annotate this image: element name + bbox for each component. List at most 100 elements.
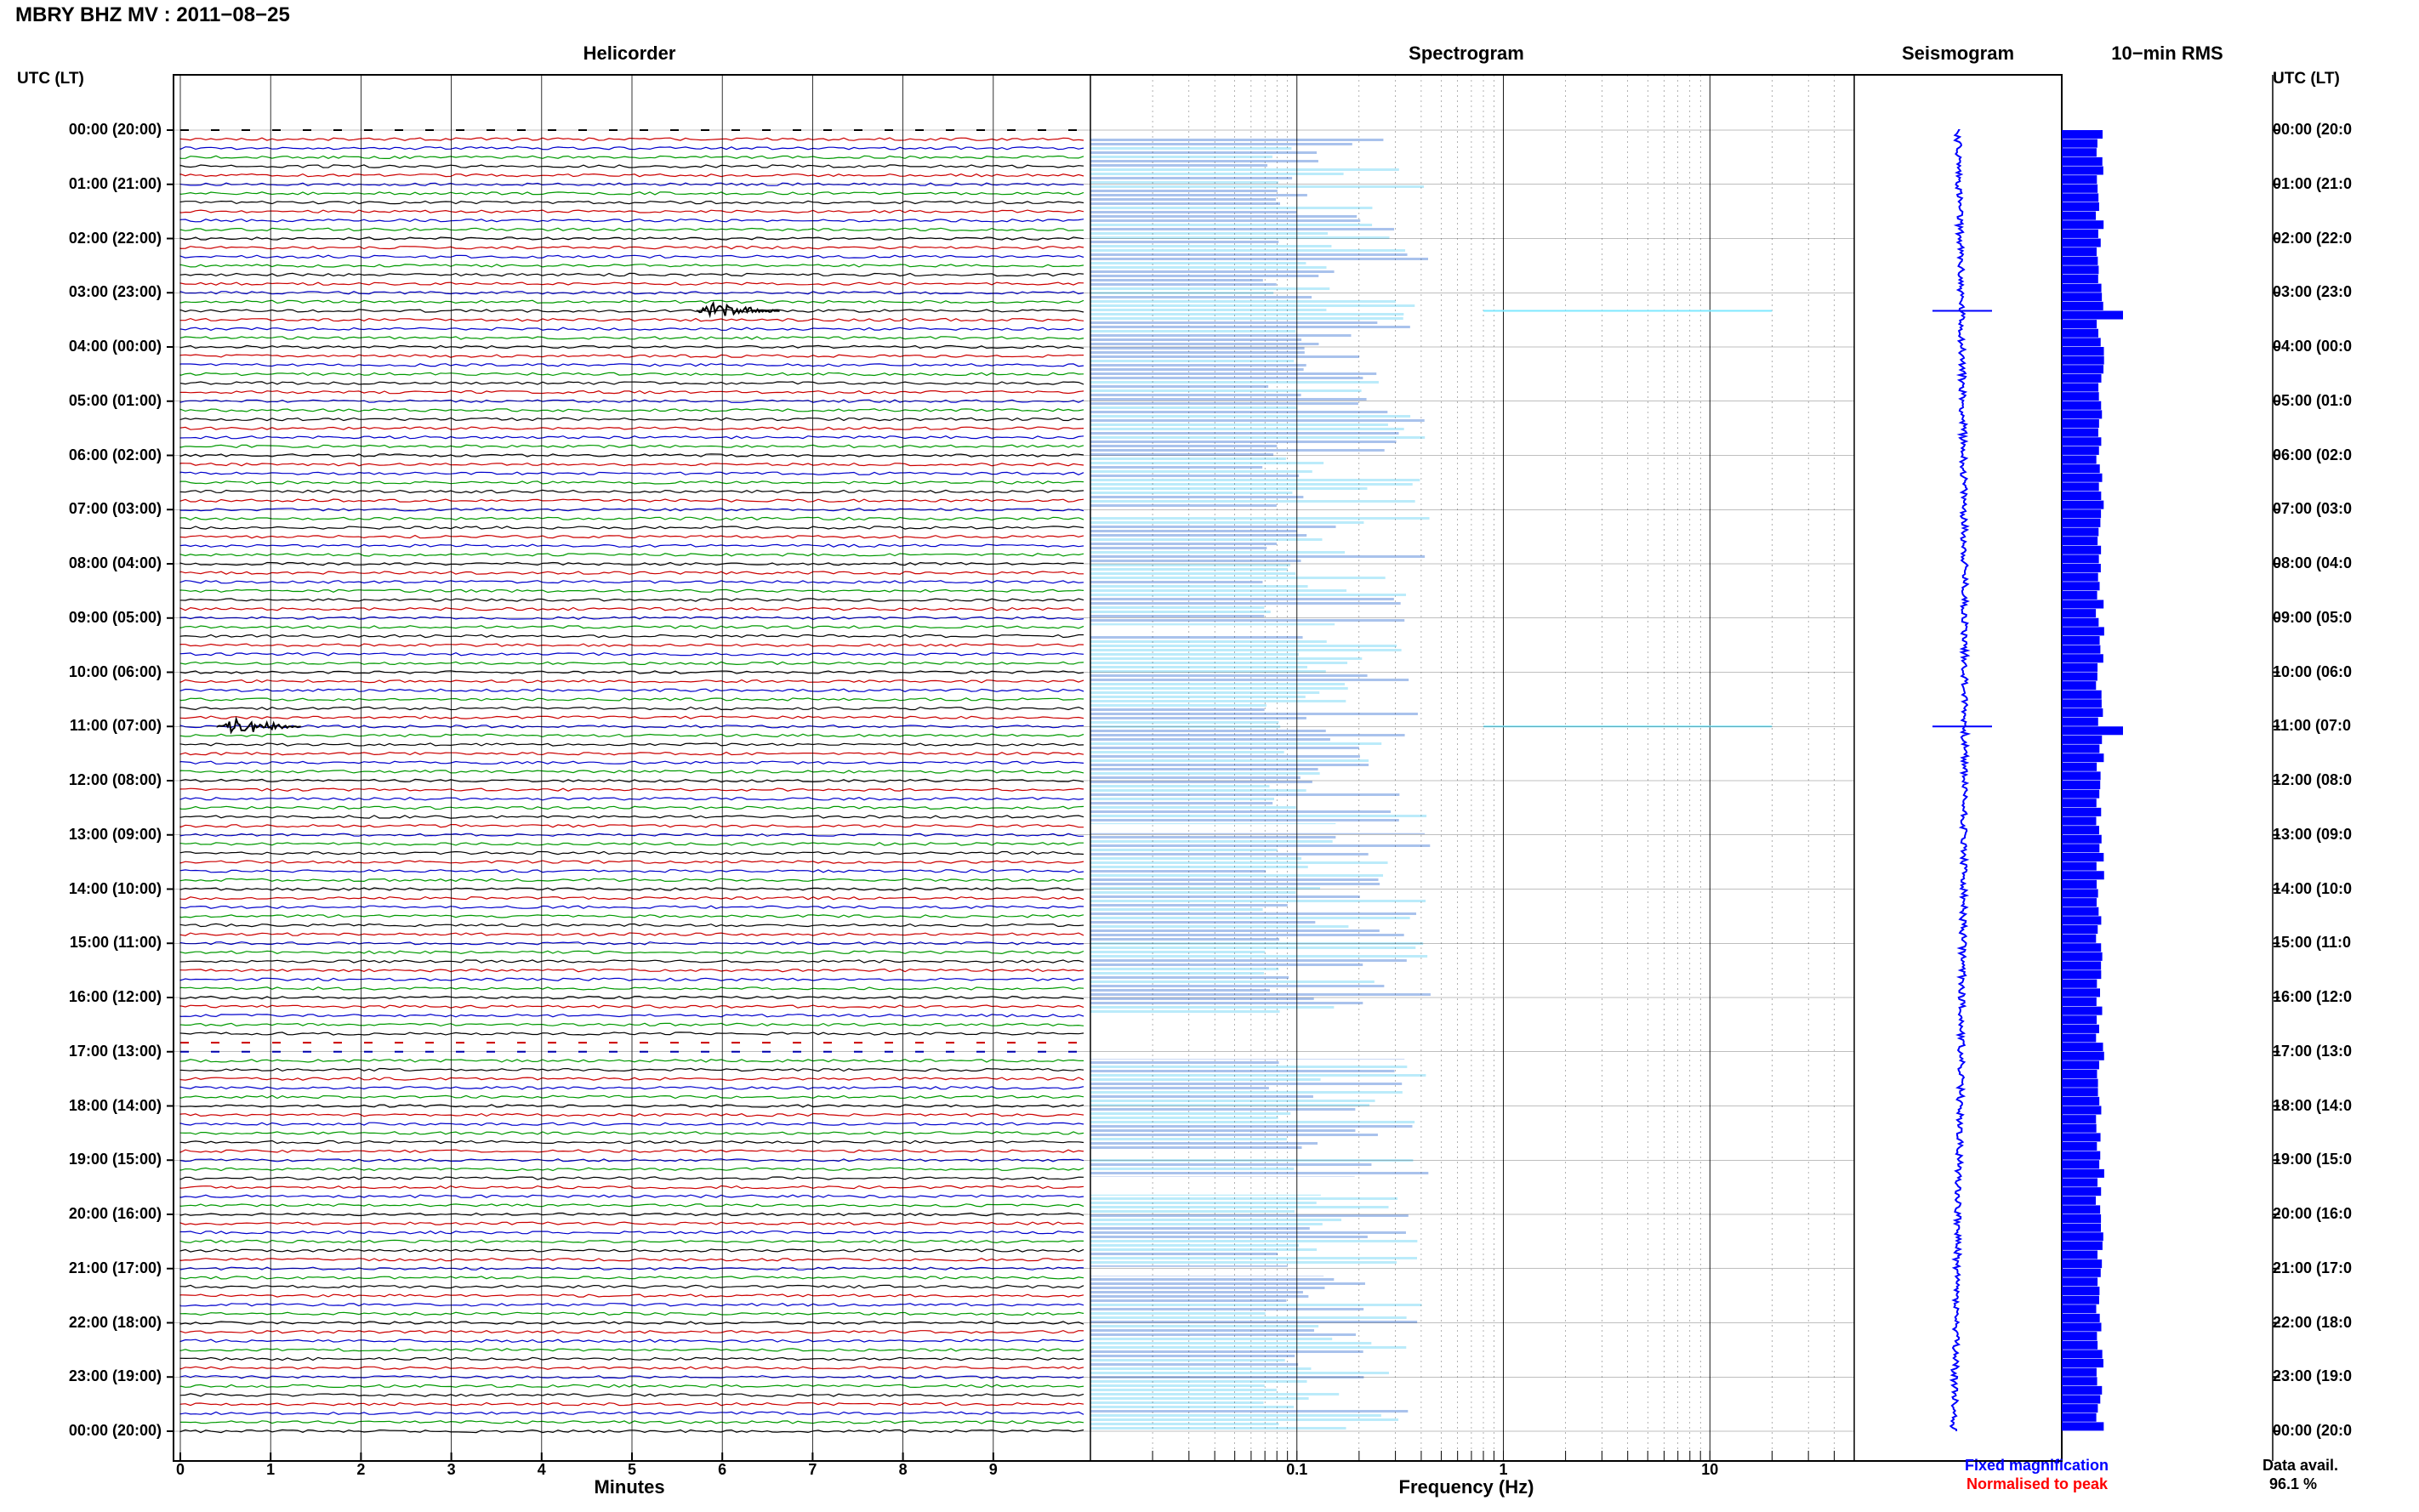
spectrogram-row (1090, 526, 1336, 528)
spectrogram-row (1090, 402, 1358, 405)
rms-bar (2062, 744, 2100, 753)
helicorder-trace (179, 634, 1084, 639)
rms-bar (2062, 735, 2103, 744)
time-label-left: 02:00 (22:00) (68, 229, 162, 247)
time-label-left: 08:00 (04:00) (68, 554, 162, 571)
spectrogram-row (1090, 194, 1307, 196)
rms-bar (2062, 1377, 2097, 1386)
time-label-right: 20:00 (16:0 (2273, 1205, 2353, 1222)
helicorder-x-tick: 4 (537, 1461, 546, 1478)
spectrogram-row (1090, 623, 1335, 626)
rms-bar (2062, 283, 2102, 293)
spectrogram-row (1090, 309, 1327, 311)
time-label-left: 03:00 (23:00) (68, 283, 162, 301)
rms-bar (2062, 184, 2098, 193)
rms-bar (2062, 1395, 2101, 1404)
helicorder-trace (179, 1086, 1084, 1090)
seismic-event-trace (696, 300, 780, 319)
spectrogram-row (1090, 934, 1404, 936)
spectrogram-row (1090, 1389, 1277, 1391)
rms-bar (2062, 473, 2103, 482)
rms-bar (2062, 590, 2097, 600)
rms-bar (2062, 1060, 2099, 1070)
helicorder-trace (179, 1276, 1084, 1280)
rms-bar (2062, 861, 2097, 871)
rms-bar (2062, 545, 2102, 554)
spectrogram-row (1090, 819, 1399, 821)
helicorder-trace (179, 860, 1084, 864)
spectrogram-row (1090, 1104, 1370, 1106)
helicorder-trace (179, 200, 1084, 205)
spectrogram-row (1090, 1095, 1313, 1098)
rms-bar (2062, 1096, 2100, 1106)
spectrogram-row (1090, 241, 1279, 243)
helicorder-trace (179, 1231, 1084, 1235)
spectrogram-row (1090, 674, 1368, 677)
time-label-left: 23:00 (19:00) (68, 1367, 162, 1385)
spectrogram-row (1090, 887, 1320, 890)
helicorder-trace (179, 1077, 1084, 1081)
spectrogram-row (1090, 1295, 1309, 1298)
helicorder-trace (179, 1014, 1084, 1018)
helicorder-trace (179, 625, 1084, 629)
rms-bar (2062, 229, 2098, 238)
time-label-right: 00:00 (20:0 (2273, 1422, 2353, 1439)
spectrogram-row (1090, 202, 1280, 205)
rms-bar (2062, 500, 2104, 509)
rms-bar (2062, 310, 2123, 320)
spectrogram-row (1090, 1384, 1265, 1387)
helicorder-trace (179, 227, 1084, 232)
spectrogram-row (1090, 1129, 1356, 1132)
rms-bar (2062, 961, 2102, 970)
rms-bar (2062, 238, 2101, 247)
spectrogram-row (1090, 1210, 1295, 1213)
spectrogram-row (1090, 708, 1265, 711)
time-label-left: 20:00 (16:00) (68, 1205, 162, 1222)
spectrogram-row (1090, 1401, 1264, 1404)
spectrogram-row (1090, 1117, 1278, 1119)
spectrogram-row (1090, 449, 1385, 452)
helicorder-trace (179, 1112, 1084, 1117)
rms-bar (2062, 871, 2104, 880)
helicorder-trace (179, 272, 1084, 277)
spectrogram-row (1090, 458, 1286, 460)
spectrogram-row (1090, 806, 1296, 809)
helicorder-trace (179, 489, 1084, 494)
helicorder-trace (179, 571, 1084, 575)
rms-bar (2062, 617, 2099, 627)
helicorder-trace (179, 1176, 1084, 1180)
spectrogram-row (1090, 185, 1425, 188)
spectrogram-row (1090, 534, 1307, 537)
rms-bar (2062, 708, 2103, 718)
spectrogram-row (1090, 406, 1298, 409)
spectrogram-row (1090, 1265, 1288, 1268)
rms-bar (2062, 889, 2098, 898)
rms-bar (2062, 979, 2097, 988)
rms-bar (2062, 338, 2101, 347)
spectrogram-x-label: Frequency (Hz) (1398, 1476, 1534, 1498)
time-label-left: 14:00 (10:00) (68, 879, 162, 897)
spectrogram-row (1090, 968, 1279, 970)
helicorder-trace (179, 643, 1084, 647)
rms-bar (2062, 419, 2099, 429)
spectrogram-row (1090, 551, 1346, 554)
spectrogram-row (1090, 139, 1384, 141)
time-label-right: 11:00 (07:0 (2273, 717, 2352, 735)
rms-bar (2062, 636, 2100, 645)
spectrogram-row (1090, 594, 1407, 596)
rms-bar (2062, 1070, 2097, 1079)
spectrogram-row (1090, 1282, 1365, 1285)
spectrogram-row (1090, 317, 1403, 320)
spectrogram-row (1090, 368, 1304, 371)
spectrogram-row (1090, 772, 1320, 775)
spectrogram-row (1090, 496, 1304, 498)
legend-normalised-to-peak: Normalised to peak (1967, 1475, 2109, 1492)
spectrogram-row (1090, 1091, 1403, 1094)
spectrogram-row (1090, 921, 1316, 924)
helicorder-trace (179, 553, 1084, 557)
rms-bar (2062, 1359, 2103, 1368)
helicorder-x-tick: 0 (175, 1461, 185, 1478)
rms-bar (2062, 645, 2101, 654)
spectrogram-row (1090, 1231, 1406, 1234)
spectrogram-row (1090, 338, 1302, 341)
